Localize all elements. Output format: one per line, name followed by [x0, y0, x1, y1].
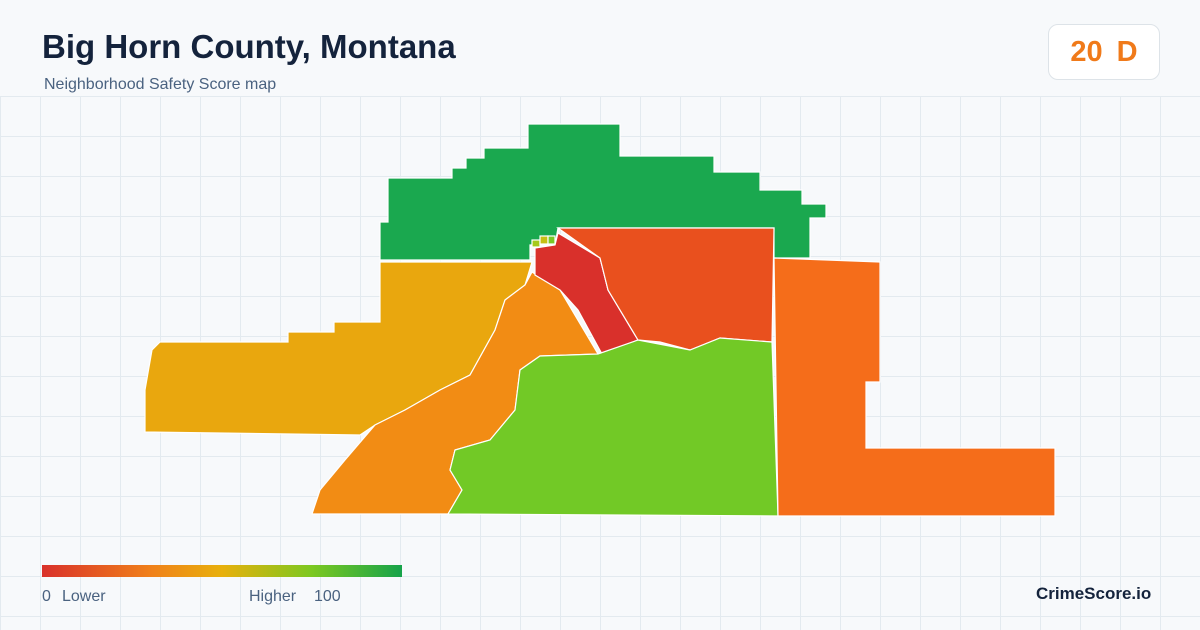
region[interactable] — [773, 257, 1056, 517]
legend-min: 0 — [42, 588, 51, 605]
region[interactable] — [446, 337, 779, 517]
legend-min-label: Lower — [62, 588, 106, 605]
legend-gradient — [42, 565, 402, 577]
region[interactable] — [556, 227, 775, 351]
region[interactable] — [531, 239, 541, 248]
region[interactable] — [547, 235, 556, 245]
legend-max-label: Higher — [249, 588, 297, 605]
brand: CrimeScore.io — [1036, 584, 1152, 603]
legend-max: 100 — [314, 588, 341, 605]
subtitle: Neighborhood Safety Score map — [44, 76, 277, 93]
region[interactable] — [539, 235, 549, 245]
score-badge: 20 D — [1048, 24, 1160, 80]
title: Big Horn County, Montana — [42, 28, 456, 65]
score-value: 20 — [1070, 35, 1103, 68]
score-grade: D — [1116, 35, 1138, 68]
